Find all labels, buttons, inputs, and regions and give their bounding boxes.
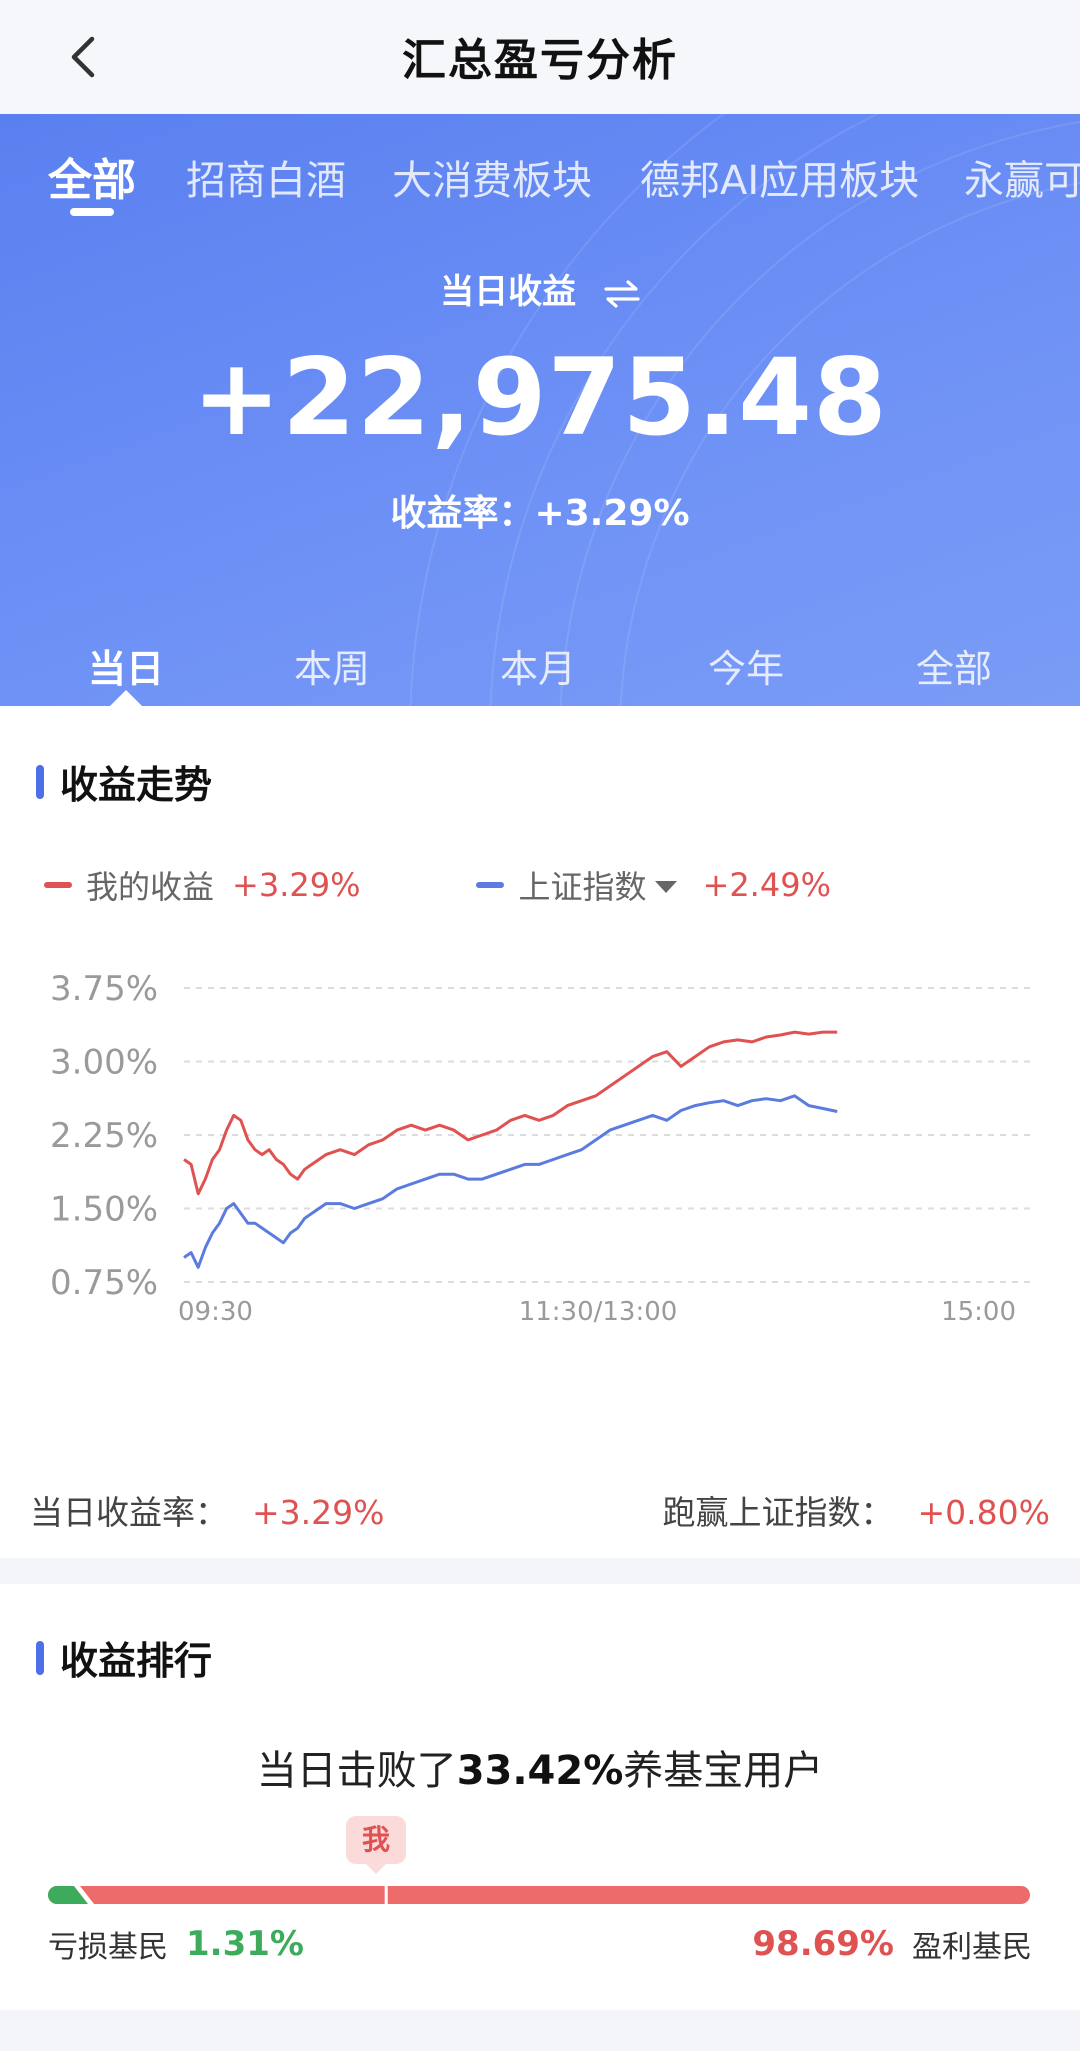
category-tab-ai[interactable]: 德邦AI应用板块 [640,158,920,204]
period-tab-day[interactable]: 当日 [87,647,164,691]
category-tab-baijiu[interactable]: 招商白酒 [186,158,346,204]
index-selector[interactable]: 上证指数 [518,868,647,906]
period-tabs: 当日 本周 本月 今年 全部 [0,624,1080,706]
return-rate-value: +3.29% [534,493,690,534]
outperform-summary-value: +0.80% [917,1493,1050,1532]
chevron-left-icon [71,36,95,78]
ranking-headline-percent: 33.42% [456,1748,624,1794]
my-income-legend-label: 我的收益 [86,868,215,906]
x-tick-label: 15:00 [941,1297,1016,1327]
hero-panel: 全部 招商白酒 大消费板块 德邦AI应用板块 永赢可 当日收益 +22,975.… [0,114,1080,706]
daily-return-rate: 收益率：+3.29% [0,484,1080,536]
y-tick-label: 0.75% [50,1263,158,1303]
income-ranking-header: 收益排行 [36,1630,212,1685]
y-tick-label: 3.00% [50,1043,158,1083]
income-trend-chart: 3.75% 3.00% 2.25% 1.50% 0.75% 09:30 11:30/13:0… [50,969,1036,1327]
ranking-headline-prefix: 当日击败了 [256,1748,457,1794]
profit-users-label: 盈利基民 [912,1930,1032,1965]
income-trend-card: 收益走势 我的收益 +3.29% 上证指数 +2.49% 3.75% 3.00% 2… [0,706,1080,1558]
category-tabs: 全部 招商白酒 大消费板块 德邦AI应用板块 永赢可 [0,144,1080,224]
period-tab-all[interactable]: 全部 [915,647,992,691]
income-trend-title: 收益走势 [60,763,213,807]
daily-return-summary-value: +3.29% [252,1493,385,1532]
loss-share-segment [48,1886,88,1904]
my-rank-marker: 我 [346,1816,406,1864]
outperform-summary: 跑赢上证指数： +0.80% [663,1486,1050,1534]
period-tab-indicator [110,690,142,706]
loss-users-stat: 亏损基民 1.31% [48,1922,304,1966]
ranking-distribution-bar [48,1886,1030,1904]
back-button[interactable] [48,22,118,92]
ranking-headline-suffix: 养基宝用户 [623,1748,824,1794]
section-accent-bar [36,1640,44,1675]
index-legend-value: +2.49% [702,866,831,904]
category-tab-consumer[interactable]: 大消费板块 [392,158,592,204]
index-line [183,1094,838,1269]
top-bar: 汇总盈亏分析 [0,0,1080,114]
category-tab-yongying[interactable]: 永赢可 [964,158,1080,204]
period-tab-month[interactable]: 本月 [499,647,576,691]
profit-users-value: 98.69% [752,1924,894,1964]
y-tick-label: 2.25% [50,1116,158,1156]
income-ranking-title: 收益排行 [60,1639,213,1683]
category-tab-all[interactable]: 全部 [48,155,136,206]
x-tick-label: 11:30/13:00 [519,1297,678,1327]
ranking-headline: 当日击败了33.42%养基宝用户 [0,1738,1080,1796]
caret-down-icon[interactable] [654,881,677,893]
profit-share-segment [48,1886,1030,1904]
daily-income-amount: +22,975.48 [192,336,888,459]
category-tab-indicator [70,208,114,216]
page-title: 汇总盈亏分析 [402,35,678,86]
profit-users-stat: 98.69% 盈利基民 [752,1922,1032,1966]
my-income-line [183,1030,838,1196]
period-tab-year[interactable]: 今年 [707,647,784,691]
my-rank-marker-tail [366,1864,386,1874]
section-accent-bar [36,764,44,799]
chart-legend: 我的收益 +3.29% 上证指数 +2.49% [44,862,831,908]
daily-return-summary: 当日收益率： +3.29% [30,1486,384,1534]
segment-divider [74,1886,94,1904]
my-income-legend-swatch [44,882,72,888]
index-legend-swatch [476,882,505,888]
y-tick-label: 1.50% [50,1190,158,1230]
return-rate-label: 收益率： [390,493,535,534]
daily-return-summary-label: 当日收益率： [30,1493,228,1532]
daily-income-toggle[interactable]: 当日收益 [0,264,1080,313]
y-tick-label: 3.75% [50,969,158,1009]
swap-arrows-icon [604,279,640,308]
period-tab-week[interactable]: 本周 [293,647,370,691]
my-rank-tick [384,1886,388,1904]
loss-users-label: 亏损基民 [48,1930,168,1965]
loss-users-value: 1.31% [186,1924,304,1964]
outperform-summary-label: 跑赢上证指数： [662,1493,894,1532]
my-income-legend-value: +3.29% [232,866,361,904]
daily-income-label: 当日收益 [440,272,577,312]
income-trend-header: 收益走势 [36,754,212,809]
income-ranking-card: 收益排行 当日击败了33.42%养基宝用户 我 亏损基民 1.31% 98.69… [0,1584,1080,2010]
x-tick-label: 09:30 [178,1297,253,1327]
